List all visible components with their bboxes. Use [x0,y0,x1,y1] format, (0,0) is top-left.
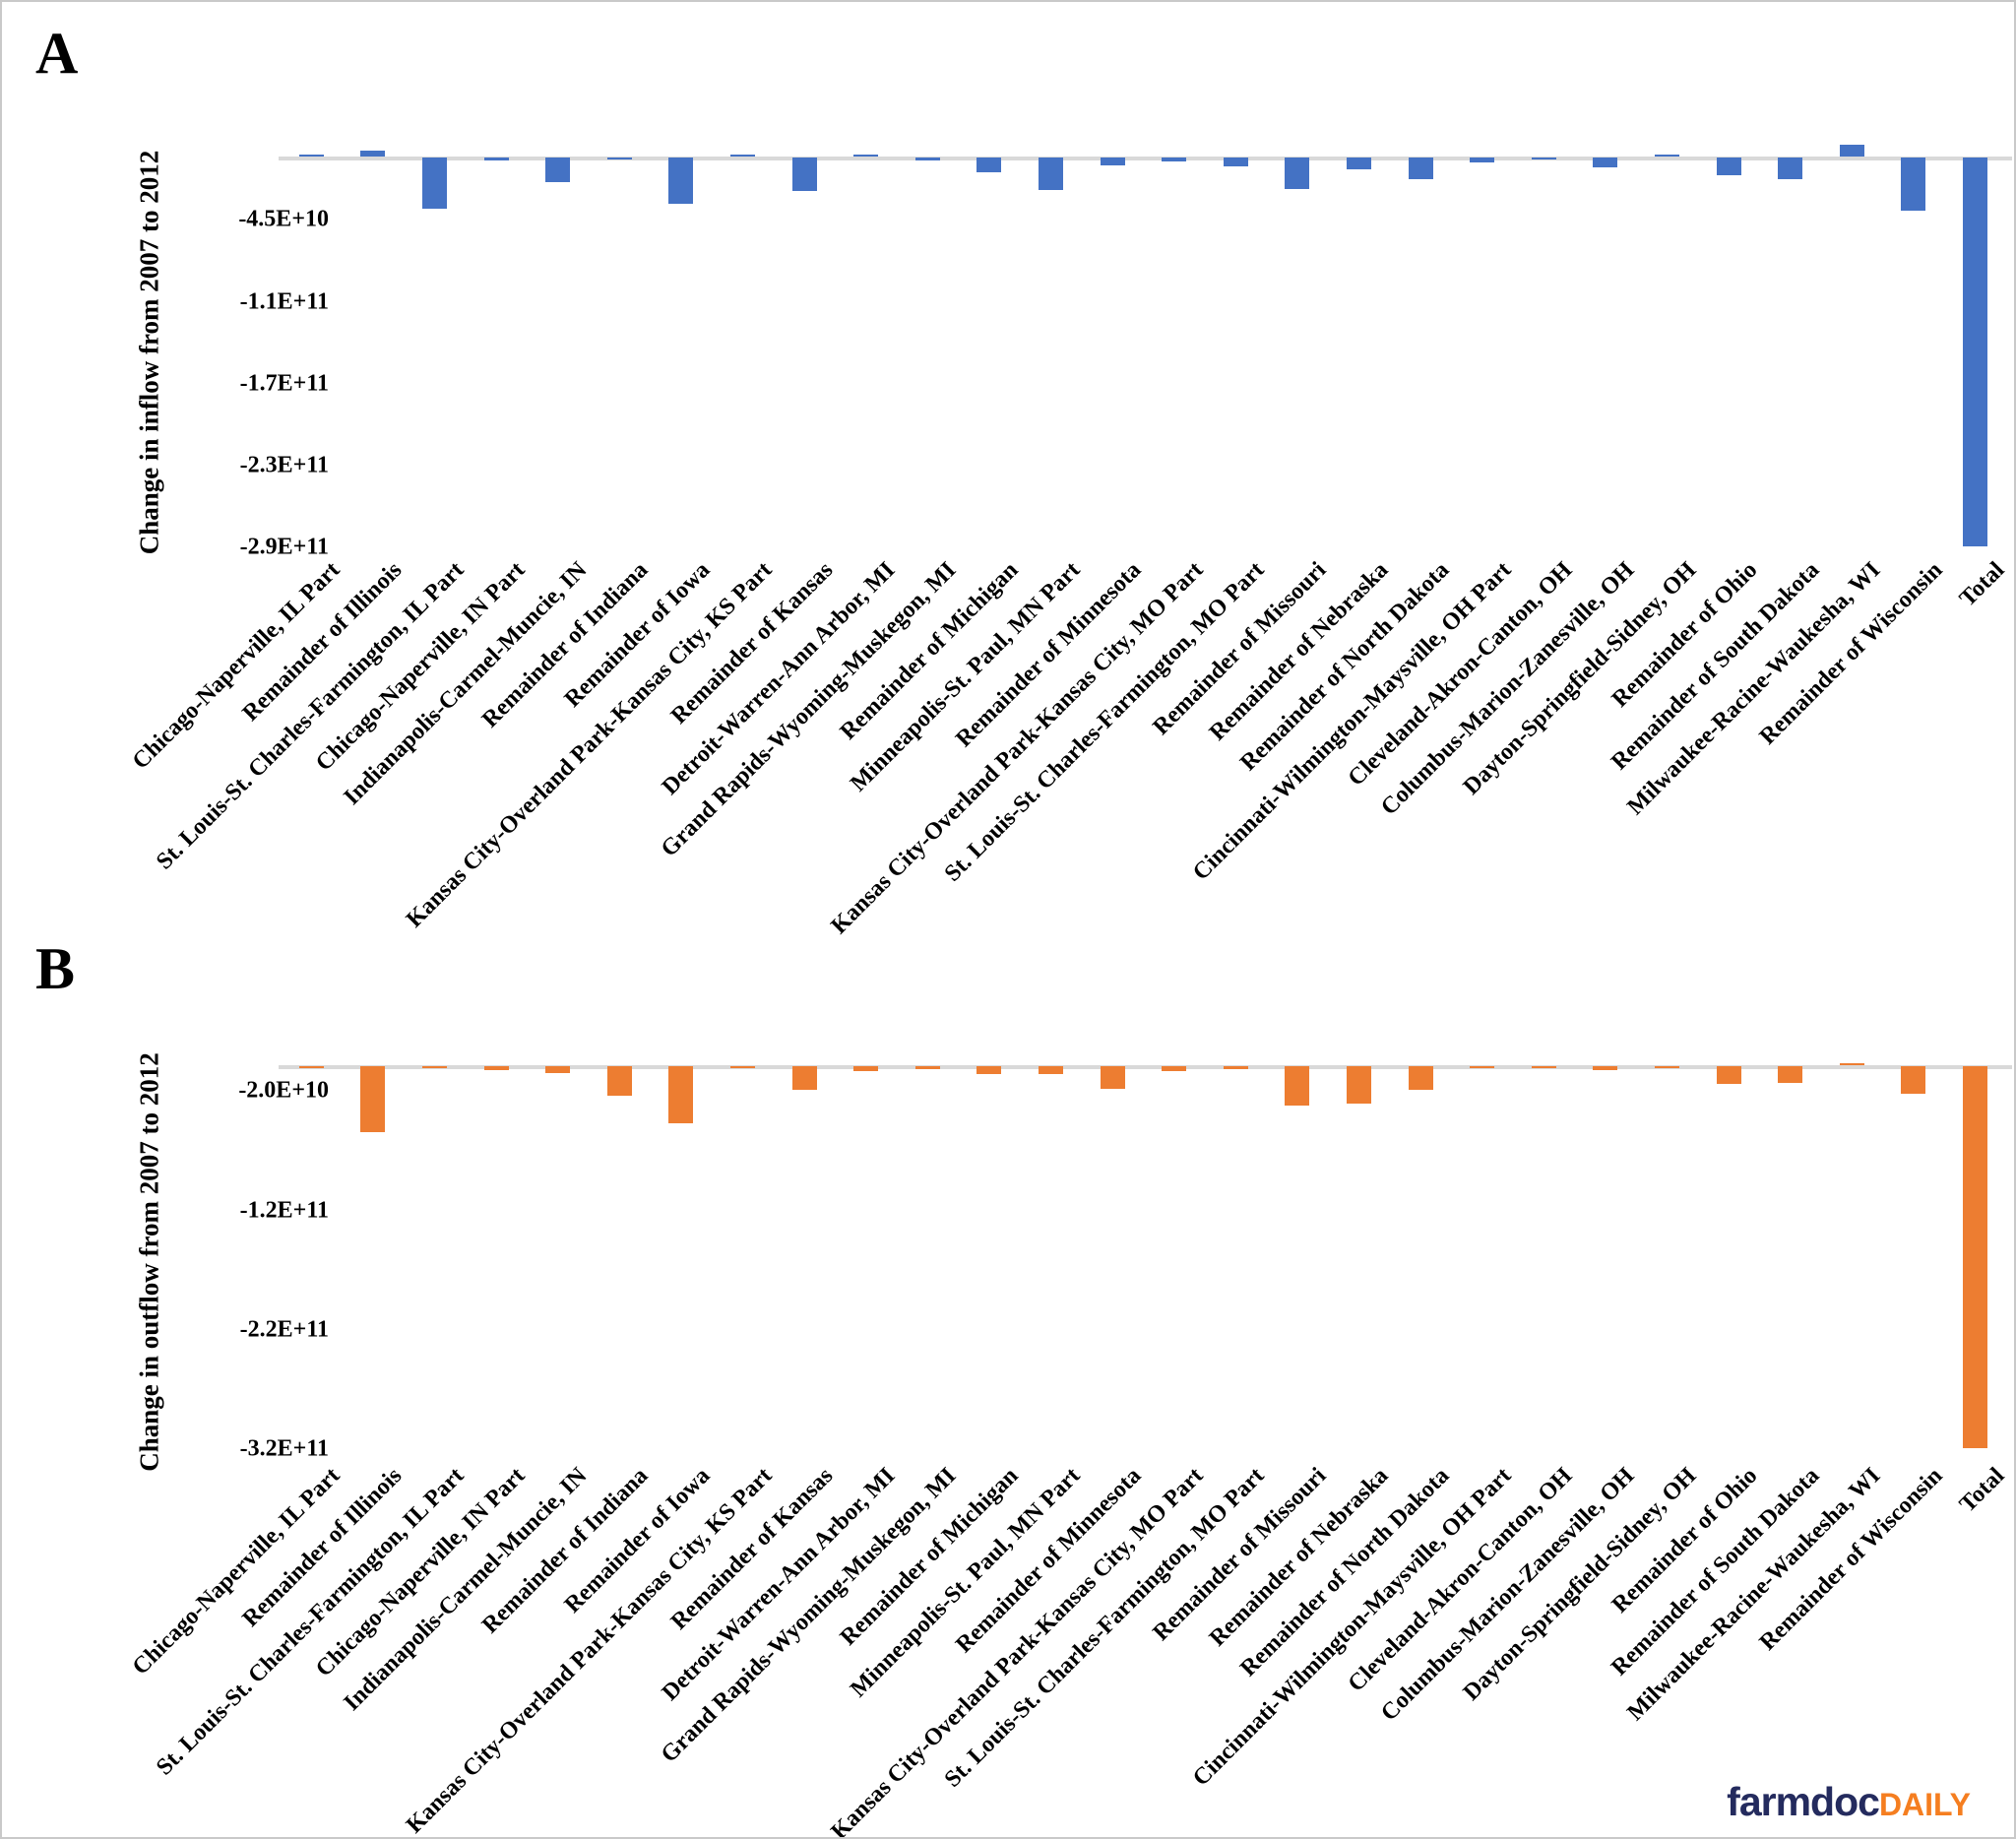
farmdoc-daily-logo: farmdocDAILY [1727,1779,1971,1825]
bar-remainder-of-illinois [360,151,386,157]
bar-remainder-of-missouri [1285,1066,1310,1107]
bar-detroit-warren-ann-arbor-mi [853,1066,879,1072]
bar-st-louis-st-charles-farmington-mo-part [1223,158,1248,167]
y-tick-label--4.5e+10: -4.5E+10 [238,206,329,232]
bar-total [1963,158,1987,547]
bar-chicago-naperville-il-part [298,1066,324,1069]
bar-remainder-of-north-dakota [1408,158,1433,180]
bar-remainder-of-iowa [668,1066,694,1124]
bar-cincinnati-wilmington-maysville-oh-part [1470,1066,1495,1069]
bar-milwaukee-racine-waukesha-wi [1839,1062,1864,1065]
bar-cleveland-akron-canton-oh [1531,1066,1556,1069]
bar-remainder-of-missouri [1285,158,1310,189]
bar-detroit-warren-ann-arbor-mi [853,154,879,157]
bar-remainder-of-michigan [976,1066,1002,1074]
bar-remainder-of-kansas [791,1066,817,1091]
bar-kansas-city-overland-park-kansas-city-ks-part [730,154,755,157]
bar-remainder-of-iowa [668,158,694,205]
bar-dayton-springfield-sidney-oh [1655,154,1679,157]
bar-remainder-of-minnesota [1100,158,1125,165]
bar-milwaukee-racine-waukesha-wi [1839,145,1864,157]
bar-chicago-naperville-in-part [483,1066,509,1071]
bar-total [1963,1066,1987,1449]
bar-cleveland-akron-canton-oh [1531,158,1556,160]
y-axis-title-inflow: Change in inflow from 2007 to 2012 [134,150,164,555]
bar-remainder-of-kansas [791,158,817,192]
y-tick-label--2.0e+10: -2.0E+10 [238,1077,329,1104]
bar-grand-rapids-wyoming-muskegon-mi [914,1066,940,1069]
bar-kansas-city-overland-park-kansas-city-mo-part [1162,158,1187,161]
bar-remainder-of-north-dakota [1408,1066,1433,1090]
bar-remainder-of-indiana [606,1066,632,1097]
bar-remainder-of-nebraska [1347,1066,1371,1104]
bar-remainder-of-south-dakota [1778,158,1803,180]
bar-remainder-of-indiana [606,158,632,160]
bar-remainder-of-minnesota [1100,1066,1125,1090]
bar-cincinnati-wilmington-maysville-oh-part [1470,158,1495,163]
bar-chicago-naperville-in-part [483,158,509,160]
bar-indianapolis-carmel-muncie-in [545,158,571,182]
bar-st-louis-st-charles-farmington-il-part [422,1066,447,1069]
bar-kansas-city-overland-park-kansas-city-ks-part [730,1066,755,1069]
y-tick-label--1.2e+11: -1.2E+11 [239,1197,329,1224]
bar-remainder-of-wisconsin [1901,1066,1926,1094]
daily-logo-text: DAILY [1878,1787,1971,1822]
panel-a-letter: A [35,21,79,86]
y-tick-label--2.2e+11: -2.2E+11 [239,1316,329,1343]
x-axis-line [279,1065,2012,1069]
y-axis-title-outflow: Change in outflow from 2007 to 2012 [134,1052,164,1472]
bar-columbus-marion-zanesville-oh [1593,158,1618,168]
y-tick-label--3.2e+11: -3.2E+11 [239,1435,329,1462]
panel-b-letter: B [35,936,76,1001]
bar-indianapolis-carmel-muncie-in [545,1066,571,1074]
farmdoc-logo-text: farmdoc [1727,1779,1880,1824]
bar-minneapolis-st-paul-mn-part [1039,1066,1063,1074]
bar-st-louis-st-charles-farmington-mo-part [1223,1066,1248,1069]
bar-chicago-naperville-il-part [298,154,324,157]
bar-kansas-city-overland-park-kansas-city-mo-part [1162,1066,1187,1072]
bar-remainder-of-michigan [976,158,1002,173]
y-tick-label--1.7e+11: -1.7E+11 [239,370,329,397]
y-tick-label--2.9e+11: -2.9E+11 [239,534,329,560]
bar-minneapolis-st-paul-mn-part [1039,158,1063,191]
bar-st-louis-st-charles-farmington-il-part [422,158,447,210]
y-tick-label--2.3e+11: -2.3E+11 [239,452,329,478]
bar-columbus-marion-zanesville-oh [1593,1066,1618,1071]
x-axis-line [279,157,2012,160]
bar-remainder-of-wisconsin [1901,158,1926,211]
bar-remainder-of-ohio [1716,1066,1741,1085]
bar-grand-rapids-wyoming-muskegon-mi [914,158,940,160]
bar-remainder-of-illinois [360,1066,386,1132]
bar-remainder-of-nebraska [1347,158,1371,169]
bar-dayton-springfield-sidney-oh [1655,1066,1679,1069]
y-tick-label--1.1e+11: -1.1E+11 [239,288,329,315]
bar-remainder-of-south-dakota [1778,1066,1803,1083]
bar-remainder-of-ohio [1716,158,1741,176]
